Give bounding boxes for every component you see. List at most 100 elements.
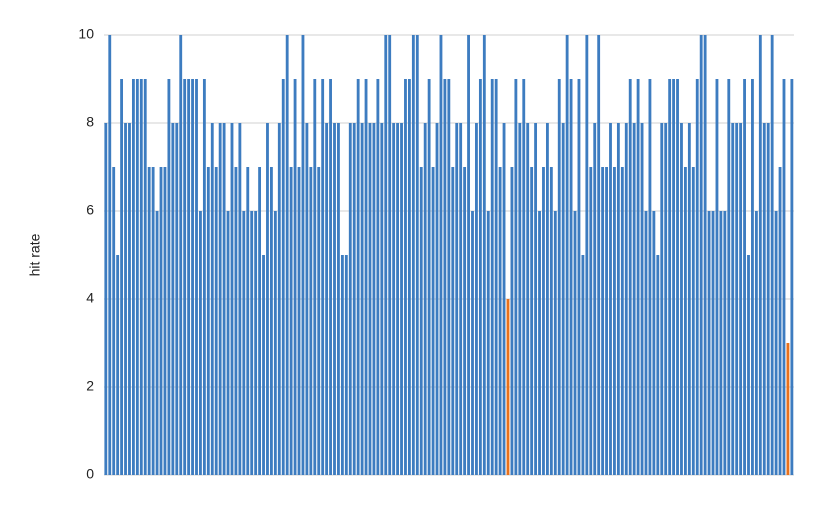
bar	[179, 35, 183, 475]
bar	[163, 167, 167, 475]
bar	[431, 167, 435, 475]
bar	[214, 167, 218, 475]
bar	[439, 35, 443, 475]
bar	[210, 123, 214, 475]
bar	[628, 79, 632, 475]
bar	[356, 79, 360, 475]
bar	[380, 123, 384, 475]
bar	[407, 79, 411, 475]
bar	[340, 255, 344, 475]
y-tick-label: 2	[86, 378, 94, 394]
bar	[680, 123, 683, 475]
bar	[664, 123, 668, 475]
bar	[557, 79, 561, 475]
bar	[652, 211, 656, 475]
y-tick-label: 10	[78, 26, 94, 42]
y-tick-label: 4	[86, 290, 94, 306]
bar	[289, 167, 293, 475]
bar	[171, 123, 175, 475]
bar	[269, 167, 273, 475]
bar	[538, 211, 541, 475]
bar	[329, 79, 332, 475]
y-tick-label: 8	[86, 114, 94, 130]
bar	[691, 167, 695, 475]
bar	[455, 123, 459, 475]
bar	[396, 123, 400, 475]
bar	[333, 123, 336, 475]
bar	[139, 79, 143, 475]
bar	[167, 79, 171, 475]
bar	[463, 167, 467, 475]
bar	[325, 123, 329, 475]
bar	[131, 79, 135, 475]
bar	[159, 167, 163, 475]
bar	[502, 123, 506, 475]
bar	[577, 79, 581, 475]
bar	[640, 123, 644, 475]
bar	[143, 79, 147, 475]
bar	[585, 35, 589, 475]
bar	[656, 255, 660, 475]
bar	[423, 123, 427, 475]
bar	[427, 79, 431, 475]
y-tick-label: 6	[86, 202, 94, 218]
bar	[478, 79, 482, 475]
bar	[475, 123, 478, 475]
bar	[116, 255, 120, 475]
bar	[305, 123, 309, 475]
bar	[530, 167, 534, 475]
bar	[108, 35, 112, 475]
bar	[471, 211, 474, 475]
bar	[372, 123, 376, 475]
bar	[723, 211, 727, 475]
bar	[790, 79, 794, 475]
bar	[285, 35, 289, 475]
bar	[632, 123, 636, 475]
bar	[124, 123, 127, 475]
bar	[542, 167, 545, 475]
bar	[226, 211, 230, 475]
bar	[147, 167, 151, 475]
bar	[199, 211, 202, 475]
bar	[368, 123, 372, 475]
bar	[104, 123, 108, 475]
y-tick-label: 0	[86, 466, 94, 482]
bar	[758, 35, 762, 475]
bar	[242, 211, 246, 475]
bar	[317, 167, 321, 475]
bar	[451, 167, 455, 475]
bar	[510, 167, 514, 475]
bar	[348, 123, 352, 475]
bar	[624, 123, 628, 475]
bar	[715, 79, 719, 475]
bar	[703, 35, 707, 475]
bar	[151, 167, 155, 475]
bar	[751, 79, 754, 475]
bar	[250, 211, 254, 475]
bar	[482, 35, 486, 475]
bar	[739, 123, 743, 475]
bar	[609, 123, 612, 475]
bar	[569, 79, 573, 475]
bar	[754, 211, 758, 475]
bar	[683, 167, 687, 475]
bar	[719, 211, 723, 475]
bar	[687, 123, 691, 475]
bar	[589, 167, 593, 475]
bar	[747, 255, 750, 475]
bar	[711, 211, 715, 475]
bar	[187, 79, 191, 475]
bar	[459, 123, 463, 475]
bar	[175, 123, 179, 475]
bar	[727, 79, 731, 475]
bar	[128, 123, 131, 475]
bar	[636, 79, 640, 475]
bar	[321, 79, 325, 475]
bar	[616, 123, 620, 475]
bar	[735, 123, 739, 475]
bar	[707, 211, 711, 475]
bar	[581, 255, 585, 475]
bar	[238, 123, 242, 475]
bar	[774, 211, 778, 475]
bar	[601, 167, 605, 475]
